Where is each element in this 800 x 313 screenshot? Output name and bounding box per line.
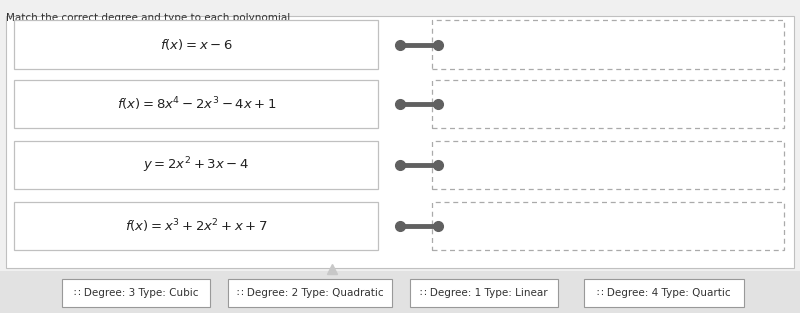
FancyBboxPatch shape	[584, 279, 744, 307]
FancyBboxPatch shape	[432, 141, 784, 189]
Text: Match the correct degree and type to each polynomial.: Match the correct degree and type to eac…	[6, 13, 294, 23]
Text: ∷ Degree: 3 Type: Cubic: ∷ Degree: 3 Type: Cubic	[74, 288, 198, 298]
FancyBboxPatch shape	[14, 80, 378, 128]
Text: ∷ Degree: 1 Type: Linear: ∷ Degree: 1 Type: Linear	[420, 288, 547, 298]
Text: ∷ Degree: 2 Type: Quadratic: ∷ Degree: 2 Type: Quadratic	[237, 288, 383, 298]
FancyBboxPatch shape	[14, 202, 378, 250]
Text: $f (x) = 8x^4 - 2x^3 - 4x + 1$: $f (x) = 8x^4 - 2x^3 - 4x + 1$	[117, 95, 276, 113]
FancyBboxPatch shape	[432, 20, 784, 69]
FancyBboxPatch shape	[432, 80, 784, 128]
Text: ∷ Degree: 4 Type: Quartic: ∷ Degree: 4 Type: Quartic	[597, 288, 731, 298]
FancyBboxPatch shape	[228, 279, 392, 307]
FancyBboxPatch shape	[14, 20, 378, 69]
FancyBboxPatch shape	[0, 271, 800, 313]
Text: $f (x) = x^3 + 2x^2 + x + 7$: $f (x) = x^3 + 2x^2 + x + 7$	[125, 217, 268, 235]
FancyBboxPatch shape	[62, 279, 210, 307]
Text: $f (x) = x - 6$: $f (x) = x - 6$	[160, 37, 233, 52]
FancyBboxPatch shape	[410, 279, 558, 307]
FancyBboxPatch shape	[432, 202, 784, 250]
FancyBboxPatch shape	[6, 16, 794, 268]
FancyBboxPatch shape	[14, 141, 378, 189]
Text: $y = 2x^2 + 3x - 4$: $y = 2x^2 + 3x - 4$	[143, 155, 250, 175]
